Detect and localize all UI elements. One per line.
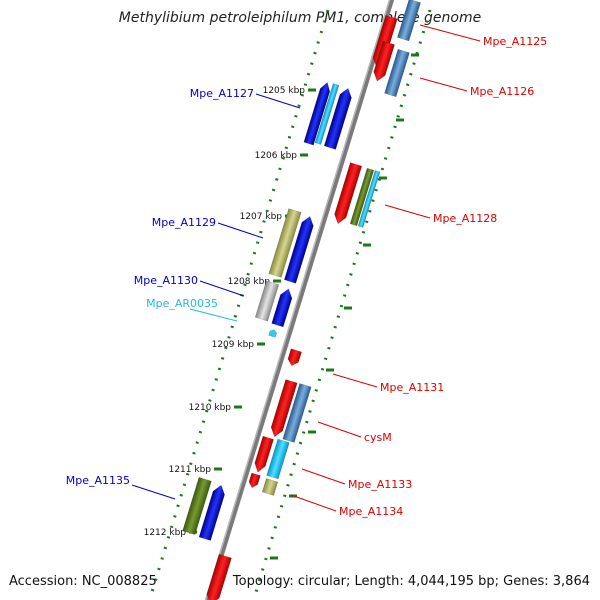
Mpe_A1130-feature[interactable] [254, 280, 280, 322]
Mpe_A1135-shape[interactable] [182, 477, 212, 535]
Mpe_A1131-red2-shape[interactable] [269, 379, 298, 439]
right-tick-ruler [254, 9, 432, 593]
bottom-red-feature[interactable] [204, 553, 232, 600]
Mpe_A1127-feature[interactable] [323, 87, 354, 150]
leader-line [384, 204, 431, 219]
steel-top-shape[interactable] [397, 0, 421, 42]
genome-summary-text: Topology: circular; Length: 4,044,195 bp… [232, 574, 590, 589]
Mpe_A1131-feature[interactable] [286, 348, 302, 368]
leader-line [419, 77, 468, 92]
Mpe_A1127-blue1-shape[interactable] [303, 81, 332, 146]
genome-backbone [204, 0, 395, 600]
Mpe_A1130-blue-feature[interactable] [271, 287, 295, 328]
Mpe_A1127-cyan-feature[interactable] [314, 83, 340, 145]
kbp-label: 1212 kbp [144, 528, 187, 538]
Mpe_A1134-red-feature[interactable] [248, 472, 261, 489]
kbp-label: 1207 kbp [240, 212, 283, 222]
gene-label-Mpe_A1127[interactable]: Mpe_A1127 [190, 87, 254, 100]
Mpe_A1135-blue-feature[interactable] [198, 483, 227, 541]
leader-line [290, 494, 337, 512]
Mpe_A1135-feature[interactable] [182, 477, 212, 535]
Mpe_A1133-red-shape[interactable] [252, 435, 274, 474]
Mpe_A1134-red-shape[interactable] [248, 472, 261, 489]
Mpe_A1127-cyan-shape[interactable] [314, 83, 340, 145]
gene-label-Mpe_A1128[interactable]: Mpe_A1128 [433, 212, 497, 225]
kbp-label: 1209 kbp [212, 340, 255, 350]
Mpe_A1131-red2-feature[interactable] [269, 379, 298, 439]
Mpe_AR0035-feature[interactable] [268, 329, 278, 338]
cysM-shape[interactable] [282, 383, 312, 443]
Mpe_A1127-blue1-feature[interactable] [303, 81, 332, 146]
Mpe_A1128-olive-shape[interactable] [349, 167, 375, 227]
Mpe_A1128-olive-feature[interactable] [349, 167, 375, 227]
Mpe_A1129-feature[interactable] [268, 208, 302, 278]
Mpe_A1133-red-feature[interactable] [252, 435, 274, 474]
leader-line [332, 373, 378, 388]
Mpe_A1128-red-feature[interactable] [332, 162, 363, 226]
gene-label-Mpe_A1126[interactable]: Mpe_A1126 [470, 85, 534, 98]
left-tick-ruler [150, 9, 330, 593]
Mpe_A1125-shape[interactable] [371, 40, 395, 83]
Mpe_A1134-feature[interactable] [261, 478, 279, 496]
Mpe_A1126-feature[interactable] [384, 48, 410, 98]
gene-label-Mpe_A1131[interactable]: Mpe_A1131 [380, 381, 444, 394]
Mpe_A1130-shape[interactable] [254, 280, 280, 322]
Mpe_A1128-red-shape[interactable] [332, 162, 363, 226]
genome-backbone-highlight [204, 0, 391, 600]
Mpe_A1134-shape[interactable] [261, 478, 279, 496]
Mpe_A1127-shape[interactable] [323, 87, 354, 150]
leader-line [301, 468, 346, 485]
leader-line [131, 484, 176, 500]
gene-label-Mpe_A1129[interactable]: Mpe_A1129 [152, 216, 216, 229]
accession-text: Accession: NC_008825 [9, 574, 157, 589]
bottom-red-shape[interactable] [204, 553, 232, 600]
leader-line [189, 308, 238, 322]
gene-label-Mpe_A1133[interactable]: Mpe_A1133 [348, 478, 412, 491]
leader-line [317, 421, 362, 438]
Mpe_A1133-feature[interactable] [266, 438, 290, 480]
gene-label-Mpe_A1134[interactable]: Mpe_A1134 [339, 505, 403, 518]
Mpe_A1128-cyan-shape[interactable] [357, 170, 381, 228]
Mpe_A1125-feature[interactable] [371, 40, 395, 83]
steel-top-feature[interactable] [397, 0, 421, 42]
gene-label-Mpe_A1135[interactable]: Mpe_A1135 [66, 474, 130, 487]
Mpe_A1129-blue-shape[interactable] [284, 215, 315, 284]
kbp-label: 1205 kbp [263, 86, 306, 96]
Mpe_AR0035-shape[interactable] [268, 329, 278, 338]
Mpe_A1129-shape[interactable] [268, 208, 302, 278]
leader-line [255, 93, 301, 109]
kbp-label: 1210 kbp [189, 403, 232, 413]
kbp-label: 1208 kbp [228, 277, 271, 287]
gene-label-Mpe_AR0035[interactable]: Mpe_AR0035 [146, 297, 218, 310]
Mpe_A1130-blue-shape[interactable] [271, 287, 295, 328]
kbp-label: 1211 kbp [169, 465, 212, 475]
gene-label-Mpe_A1130[interactable]: Mpe_A1130 [134, 274, 198, 287]
Mpe_A1128-cyan-feature[interactable] [357, 170, 381, 228]
gene-label-cysM[interactable]: cysM [364, 431, 392, 444]
Mpe_A1126-shape[interactable] [384, 48, 410, 98]
Mpe_A1135-blue-shape[interactable] [198, 483, 227, 541]
leader-line [199, 280, 245, 297]
Mpe_A1129-blue-feature[interactable] [284, 215, 315, 284]
kbp-label: 1206 kbp [255, 151, 298, 161]
leader-line [217, 222, 264, 239]
gene-label-Mpe_A1125[interactable]: Mpe_A1125 [483, 35, 547, 48]
cysM-feature[interactable] [282, 383, 312, 443]
Mpe_A1131-shape[interactable] [286, 348, 302, 368]
leader-line [419, 24, 481, 42]
Mpe_A1133-shape[interactable] [266, 438, 290, 480]
